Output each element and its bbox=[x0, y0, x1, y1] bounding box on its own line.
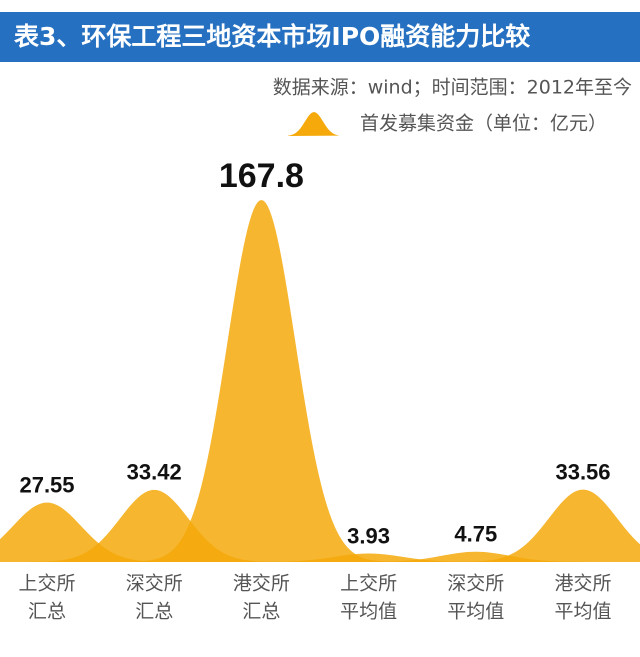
x-tick-label: 深交所 bbox=[447, 573, 504, 595]
title-banner bbox=[0, 12, 640, 62]
value-label: 27.55 bbox=[19, 472, 74, 497]
x-tick-label: 港交所 bbox=[233, 573, 290, 595]
peak bbox=[447, 489, 640, 562]
peak bbox=[125, 200, 398, 562]
peak bbox=[232, 553, 505, 562]
legend-swatch bbox=[288, 112, 340, 136]
peak bbox=[339, 551, 612, 562]
value-label: 33.42 bbox=[127, 460, 182, 485]
x-tick-label: 平均值 bbox=[340, 601, 397, 623]
x-tick-label: 汇总 bbox=[242, 601, 280, 623]
x-tick-label: 上交所 bbox=[18, 573, 75, 595]
x-tick-label: 上交所 bbox=[340, 573, 397, 595]
value-label: 167.8 bbox=[219, 157, 304, 195]
x-tick-label: 平均值 bbox=[554, 601, 611, 623]
peak bbox=[0, 502, 183, 562]
value-label: 4.75 bbox=[454, 522, 497, 547]
legend: 首发募集资金（单位：亿元） bbox=[288, 112, 607, 136]
x-tick-label: 汇总 bbox=[28, 601, 66, 623]
legend-label: 首发募集资金（单位：亿元） bbox=[360, 113, 607, 135]
x-tick-label: 平均值 bbox=[447, 601, 504, 623]
peak bbox=[18, 489, 291, 562]
x-tick-label: 深交所 bbox=[126, 573, 183, 595]
x-tick-label: 汇总 bbox=[135, 601, 173, 623]
value-label: 3.93 bbox=[347, 523, 390, 548]
chart-title: 表3、环保工程三地资本市场IPO融资能力比较 bbox=[14, 22, 530, 51]
x-tick-label: 港交所 bbox=[554, 573, 611, 595]
chart-subtitle: 数据来源：wind；时间范围：2012年至今 bbox=[273, 77, 632, 99]
value-label: 33.56 bbox=[555, 459, 610, 484]
